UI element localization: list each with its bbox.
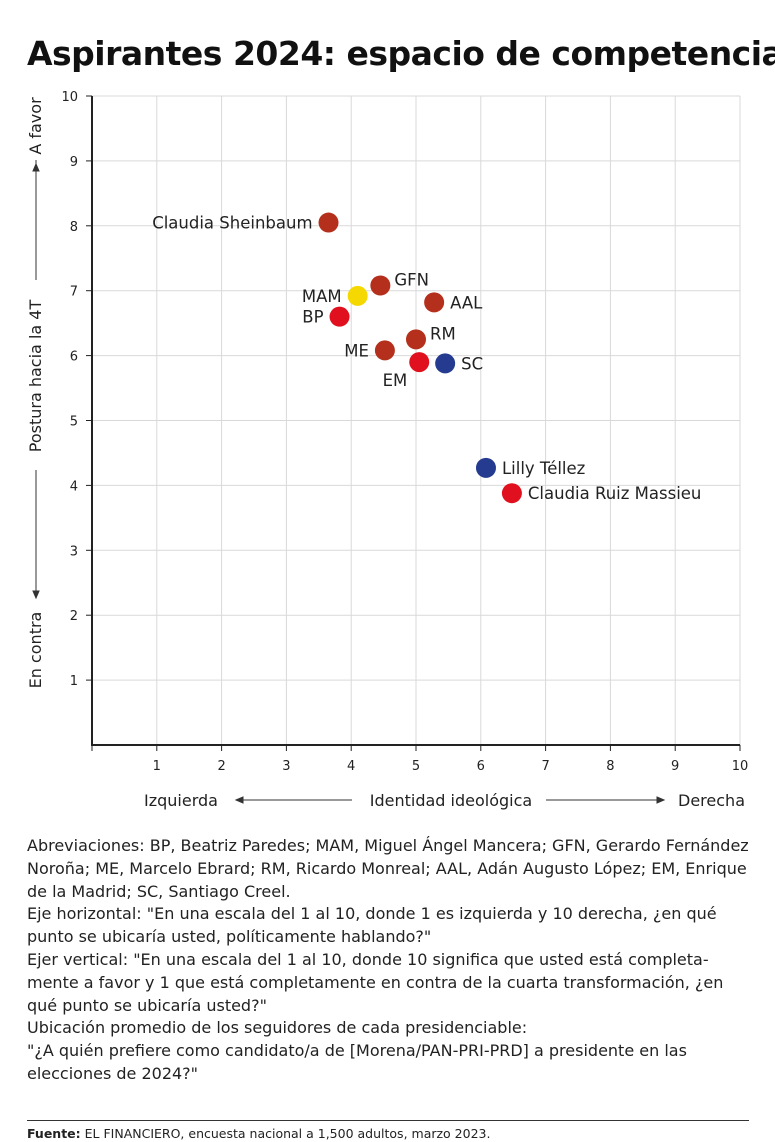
data-points [318,212,522,504]
x-axis-arrows [234,796,666,804]
point-label: AAL [450,293,483,312]
point-label: EM [383,371,408,390]
point-label: ME [344,341,369,360]
y-tick-label: 6 [70,350,78,365]
data-point [370,275,391,296]
point-label: BP [302,308,323,327]
data-point [475,457,496,478]
grid-lines [92,95,741,745]
x-axis-title: Identidad ideológica [370,791,532,810]
question-note: "¿A quién prefiere como candidato/a de [… [27,1041,687,1083]
point-label: RM [430,324,456,343]
chart-title: Aspirantes 2024: espacio de competencia [27,34,775,73]
source-text: EL FINANCIERO, encuesta nacional a 1,500… [80,1126,491,1141]
data-point [329,306,350,327]
y-axis-arrows [32,160,40,600]
x-tick-label: 7 [541,759,549,774]
x-left-label: Izquierda [144,791,218,810]
point-label: Claudia Ruiz Massieu [528,484,702,503]
data-point [318,212,339,233]
data-point [374,340,395,361]
x-right-label: Derecha [678,791,745,810]
location-note: Ubicación promedio de los seguidores de … [27,1018,528,1038]
x-tick-label: 2 [217,759,225,774]
point-label: SC [461,354,483,373]
data-point [347,285,368,306]
x-tick-label: 9 [671,759,679,774]
point-label: Claudia Sheinbaum [152,214,312,233]
tick-labels: 1 2 3 4 5 6 7 8 9 10 1 2 3 4 5 6 7 8 9 10 [61,90,748,774]
vertical-axis-note: Ejer vertical: "En una escala del 1 al 1… [27,949,724,1015]
y-tick-label: 10 [61,90,78,105]
y-tick-label: 5 [70,415,78,430]
point-label: MAM [302,287,342,306]
data-point [501,483,522,504]
data-point [424,292,445,313]
point-label: Lilly Téllez [502,459,585,478]
y-tick-label: 1 [70,674,78,689]
data-point [409,352,430,373]
y-tick-label: 4 [70,479,78,494]
data-point [435,353,456,374]
notes-block: Abreviaciones: BP, Beatriz Paredes; MAM,… [27,835,749,1086]
x-tick-label: 5 [412,759,420,774]
y-bottom-label: En contra [26,612,45,689]
horizontal-axis-note: Eje horizontal: "En una escala del 1 al … [27,904,717,947]
x-tick-label: 4 [347,759,355,774]
y-tick-label: 9 [70,155,78,170]
divider [27,1120,749,1121]
source-line: Fuente: EL FINANCIERO, encuesta nacional… [27,1126,490,1141]
x-tick-label: 1 [153,759,161,774]
scatter-chart: 1 2 3 4 5 6 7 8 9 10 1 2 3 4 5 6 7 8 9 10 Claudia Sheinbaum… [26,90,748,810]
x-tick-label: 8 [606,759,614,774]
x-tick-label: 3 [282,759,290,774]
data-point [406,329,426,350]
y-axis-title: Postura hacia la 4T [26,300,45,453]
point-label: GFN [394,271,429,290]
y-tick-label: 8 [70,220,78,235]
y-tick-label: 2 [70,609,78,624]
source-label: Fuente: [27,1126,81,1141]
x-tick-label: 6 [477,759,485,774]
x-tick-label: 10 [732,759,749,774]
y-tick-label: 7 [70,285,78,300]
y-top-label: A favor [26,97,45,155]
y-tick-label: 3 [70,544,78,559]
point-labels: Claudia Sheinbaum GFN MAM AAL BP RM ME EM SC Lill… [152,214,701,504]
axes [86,95,741,751]
abbreviations-note: Abreviaciones: BP, Beatriz Paredes; MAM,… [27,836,749,901]
